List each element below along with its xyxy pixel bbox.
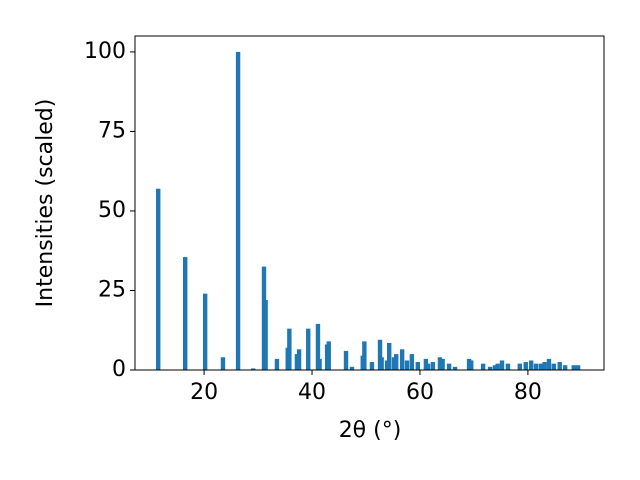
y-tick-label: 25 bbox=[98, 277, 126, 302]
y-tick-label: 75 bbox=[98, 118, 126, 143]
bar bbox=[404, 360, 410, 370]
bar bbox=[480, 363, 486, 370]
bar bbox=[362, 341, 367, 370]
bar bbox=[409, 354, 415, 370]
x-tick-label: 40 bbox=[298, 380, 326, 405]
bar bbox=[492, 365, 498, 370]
bar bbox=[437, 357, 443, 370]
bar bbox=[369, 362, 375, 370]
bar bbox=[440, 358, 445, 370]
bar bbox=[528, 360, 534, 370]
bar bbox=[487, 366, 493, 370]
bar bbox=[386, 342, 392, 370]
bar bbox=[562, 365, 568, 370]
bar bbox=[379, 357, 384, 370]
bar bbox=[533, 363, 539, 370]
bar bbox=[156, 188, 161, 370]
bar bbox=[538, 363, 544, 370]
bar bbox=[542, 362, 547, 370]
bar bbox=[377, 339, 383, 370]
x-tick-label: 20 bbox=[190, 380, 218, 405]
bar bbox=[349, 366, 355, 370]
bar bbox=[306, 328, 311, 370]
bar bbox=[425, 363, 431, 370]
bar bbox=[315, 323, 321, 370]
bar bbox=[452, 366, 458, 370]
bar bbox=[575, 365, 581, 370]
bar bbox=[220, 357, 226, 370]
bar bbox=[430, 362, 436, 370]
bar bbox=[495, 363, 500, 370]
bar bbox=[182, 257, 188, 370]
y-tick-label: 50 bbox=[98, 198, 126, 223]
x-tick-label: 80 bbox=[514, 380, 542, 405]
bar bbox=[551, 363, 557, 370]
bar bbox=[317, 358, 322, 370]
bar bbox=[523, 362, 528, 370]
bar bbox=[326, 341, 331, 370]
x-axis-label: 2θ (°) bbox=[339, 418, 402, 443]
y-tick-label: 100 bbox=[84, 39, 126, 64]
bar bbox=[296, 349, 302, 370]
bar bbox=[343, 350, 349, 370]
bar bbox=[469, 360, 474, 370]
bar bbox=[499, 360, 505, 370]
bar bbox=[505, 363, 511, 370]
bar bbox=[517, 363, 523, 370]
bar bbox=[394, 354, 399, 370]
bar bbox=[546, 358, 552, 370]
bar bbox=[415, 362, 421, 370]
bar bbox=[557, 362, 562, 370]
plot-frame bbox=[134, 35, 605, 371]
bar bbox=[235, 51, 241, 371]
bar bbox=[446, 363, 452, 370]
bar bbox=[274, 358, 280, 370]
bar bbox=[571, 365, 576, 370]
bar bbox=[202, 293, 208, 370]
bar bbox=[287, 328, 292, 370]
y-axis-label: Intensities (scaled) bbox=[33, 99, 58, 308]
bar bbox=[399, 349, 405, 370]
y-tick-label: 0 bbox=[112, 357, 126, 382]
bar bbox=[263, 300, 268, 370]
x-tick-label: 60 bbox=[406, 380, 434, 405]
bar bbox=[250, 368, 256, 370]
